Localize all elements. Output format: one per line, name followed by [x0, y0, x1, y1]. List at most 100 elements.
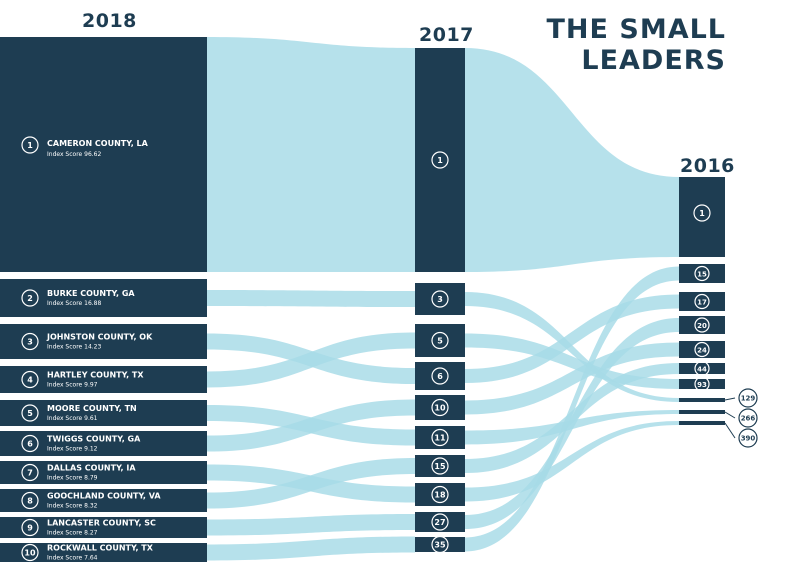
- rank-2016-circle: [693, 204, 711, 222]
- column-header-2018: 2018: [82, 10, 137, 32]
- rank-2017-number: 5: [437, 337, 443, 346]
- rank-2016-number: 390: [741, 435, 756, 443]
- node-2017: [415, 48, 465, 272]
- node-2018: [0, 543, 207, 562]
- rank-2018-circle: [21, 518, 39, 537]
- rank-2016-number: 44: [697, 366, 707, 374]
- flow-2017-2016: [465, 292, 679, 402]
- flow-2017-2016: [465, 48, 679, 272]
- rank-2018-circle: [21, 289, 39, 307]
- index-score: Index Score 16.88: [47, 300, 101, 307]
- rank-2017-circle: [431, 331, 449, 350]
- rank-2017-number: 15: [434, 462, 446, 471]
- node-2018: [0, 431, 207, 456]
- node-2016: [679, 363, 725, 374]
- flow-2018-2017: [207, 514, 415, 536]
- rank-2018-circle: [21, 136, 39, 154]
- county-name: HARTLEY COUNTY, TX: [47, 371, 144, 380]
- node-2017: [415, 362, 465, 390]
- rank-2018-number: 5: [27, 409, 33, 418]
- node-2016: [679, 316, 725, 334]
- rank-2017-number: 11: [434, 434, 446, 443]
- rank-2017-circle: [431, 535, 449, 554]
- index-score: Index Score 8.79: [47, 475, 98, 482]
- rank-2018-circle: [21, 491, 39, 510]
- rank-2017-number: 10: [434, 404, 446, 413]
- rank-2018-number: 1: [27, 141, 33, 150]
- flow-2017-2016: [465, 318, 679, 529]
- node-2016: [679, 264, 725, 283]
- index-score: Index Score 9.61: [47, 415, 98, 422]
- node-2018: [0, 461, 207, 484]
- rank-2018-number: 9: [27, 524, 33, 533]
- flow-2018-2017: [207, 37, 415, 272]
- rank-2018-circle: [21, 434, 39, 453]
- rank-leader-line: [724, 422, 736, 439]
- flow-2017-2016: [465, 421, 679, 502]
- rank-2016-circle: [694, 317, 710, 333]
- node-2017: [415, 537, 465, 552]
- rank-2016-number: 24: [697, 347, 707, 355]
- rank-2018-number: 2: [27, 294, 33, 303]
- index-score: Index Score 96.62: [47, 151, 101, 158]
- node-2017: [415, 512, 465, 532]
- rank-2018-number: 6: [27, 440, 33, 449]
- rank-2018-circle: [21, 463, 39, 482]
- rank-2016-number: 266: [741, 415, 756, 423]
- county-name: MOORE COUNTY, TN: [47, 404, 137, 413]
- flow-2017-2016: [465, 342, 679, 415]
- rank-2016-circle: [694, 341, 710, 358]
- rank-2017-number: 3: [437, 295, 443, 304]
- rank-2018-number: 7: [27, 469, 33, 478]
- rank-2018-circle: [21, 332, 39, 351]
- node-2018: [0, 279, 207, 317]
- rank-2016-circle: [738, 408, 758, 428]
- rank-2016-number: 15: [697, 271, 707, 279]
- county-name: GOOCHLAND COUNTY, VA: [47, 492, 161, 501]
- flow-2018-2017: [207, 290, 415, 307]
- rank-2018-circle: [21, 404, 39, 422]
- rank-2016-number: 129: [741, 395, 756, 403]
- county-name: DALLAS COUNTY, IA: [47, 464, 136, 473]
- county-name: CAMERON COUNTY, LA: [47, 139, 149, 148]
- index-score: Index Score 8.32: [47, 503, 98, 510]
- rank-2018-number: 10: [24, 549, 36, 558]
- node-2017: [415, 283, 465, 315]
- flow-2018-2017: [207, 399, 415, 452]
- node-2016: [679, 177, 725, 257]
- county-name: LANCASTER COUNTY, SC: [47, 519, 156, 528]
- flow-2018-2017: [207, 536, 415, 561]
- node-2018: [0, 366, 207, 393]
- node-2018: [0, 517, 207, 538]
- rank-2016-circle: [694, 376, 710, 392]
- rank-2017-number: 6: [437, 372, 443, 381]
- county-name: ROCKWALL COUNTY, TX: [47, 544, 154, 553]
- node-2016: [679, 410, 725, 414]
- node-2018: [0, 37, 207, 272]
- index-score: Index Score 7.64: [47, 555, 98, 562]
- node-2016: [679, 421, 725, 425]
- flow-layer: [207, 37, 679, 561]
- index-score: Index Score 9.12: [47, 446, 98, 453]
- rank-2017-circle: [431, 151, 449, 169]
- rank-2017-number: 27: [434, 518, 445, 527]
- node-layer: 1 CAMERON COUNTY, LA Index Score 96.62 2 BUR…: [0, 37, 758, 562]
- rank-2016-number: 17: [697, 299, 707, 307]
- index-score: Index Score 9.97: [47, 382, 98, 389]
- rank-2017-circle: [431, 367, 449, 385]
- rank-2016-circle: [694, 265, 710, 282]
- page-title: THE SMALL LEADERS: [547, 14, 726, 76]
- node-2017: [415, 324, 465, 357]
- rank-2017-circle: [431, 428, 449, 447]
- node-2018: [0, 489, 207, 512]
- rank-2016-circle: [738, 388, 758, 408]
- node-2017: [415, 426, 465, 449]
- rank-2017-number: 1: [437, 156, 443, 165]
- rank-2018-circle: [21, 370, 39, 389]
- flow-2018-2017: [207, 332, 415, 388]
- rank-2017-circle: [431, 398, 449, 417]
- node-2016: [679, 379, 725, 389]
- node-2016: [679, 341, 725, 358]
- node-2017: [415, 455, 465, 477]
